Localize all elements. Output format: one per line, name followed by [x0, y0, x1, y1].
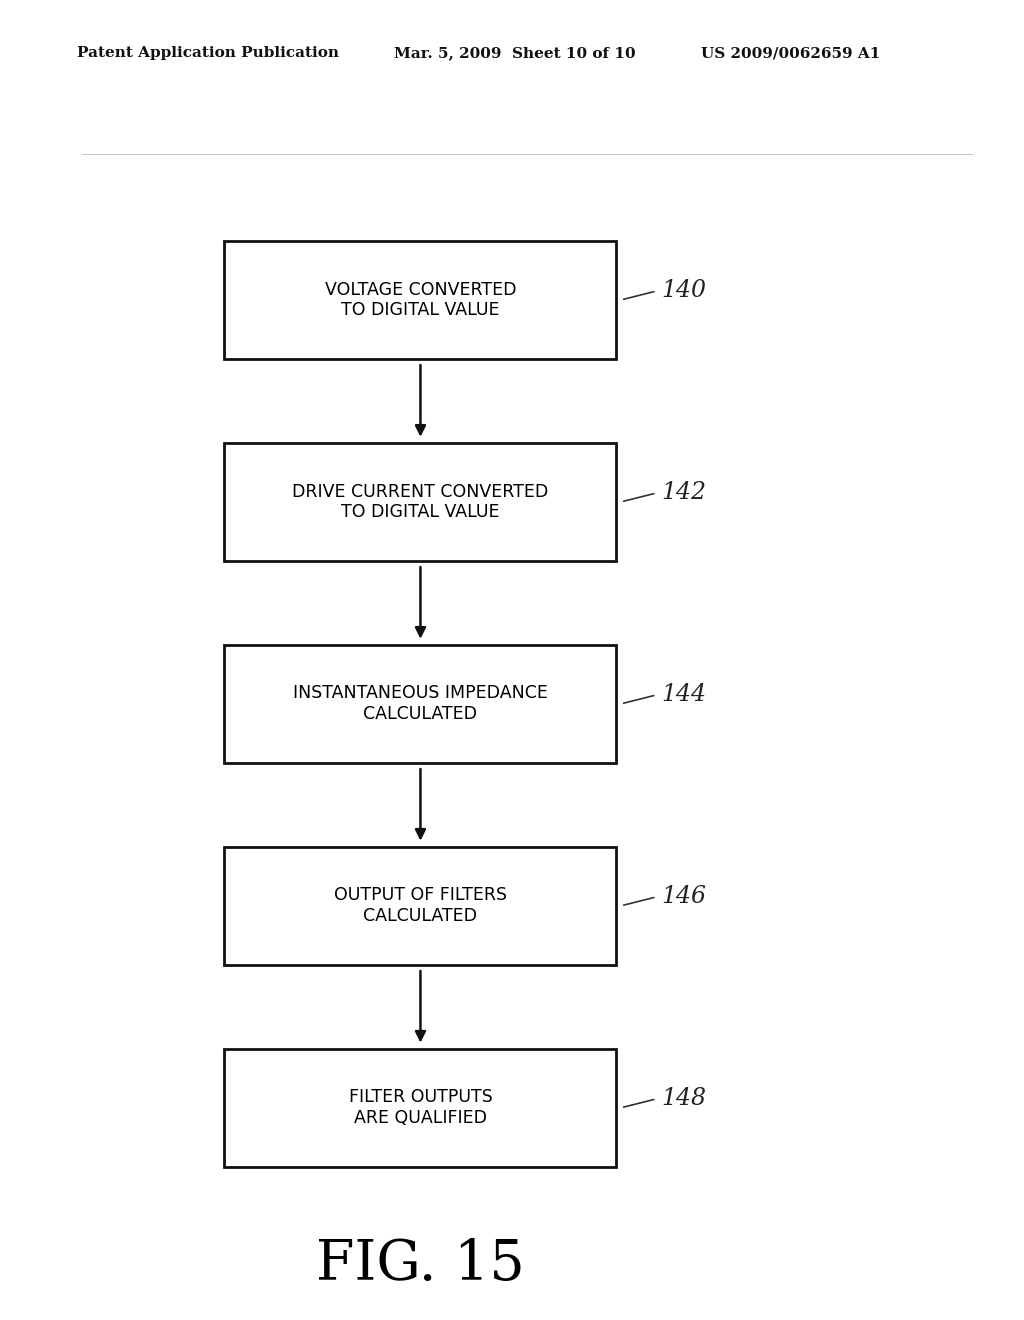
Text: VOLTAGE CONVERTED
TO DIGITAL VALUE: VOLTAGE CONVERTED TO DIGITAL VALUE — [325, 281, 516, 319]
Text: FIG. 15: FIG. 15 — [316, 1237, 525, 1291]
Bar — [224, 444, 616, 561]
Text: US 2009/0062659 A1: US 2009/0062659 A1 — [701, 46, 881, 61]
Bar — [224, 847, 616, 965]
Text: Mar. 5, 2009  Sheet 10 of 10: Mar. 5, 2009 Sheet 10 of 10 — [394, 46, 636, 61]
Text: 148: 148 — [662, 1088, 706, 1110]
Bar — [224, 1049, 616, 1167]
Text: 140: 140 — [662, 280, 706, 302]
Text: 146: 146 — [662, 886, 706, 908]
Text: 142: 142 — [662, 482, 706, 504]
Text: Patent Application Publication: Patent Application Publication — [77, 46, 339, 61]
Text: DRIVE CURRENT CONVERTED
TO DIGITAL VALUE: DRIVE CURRENT CONVERTED TO DIGITAL VALUE — [292, 483, 549, 521]
Bar — [224, 242, 616, 359]
Text: 144: 144 — [662, 684, 706, 706]
Text: INSTANTANEOUS IMPEDANCE
CALCULATED: INSTANTANEOUS IMPEDANCE CALCULATED — [293, 685, 548, 723]
Text: FILTER OUTPUTS
ARE QUALIFIED: FILTER OUTPUTS ARE QUALIFIED — [348, 1089, 493, 1127]
Text: OUTPUT OF FILTERS
CALCULATED: OUTPUT OF FILTERS CALCULATED — [334, 887, 507, 925]
Bar — [224, 645, 616, 763]
